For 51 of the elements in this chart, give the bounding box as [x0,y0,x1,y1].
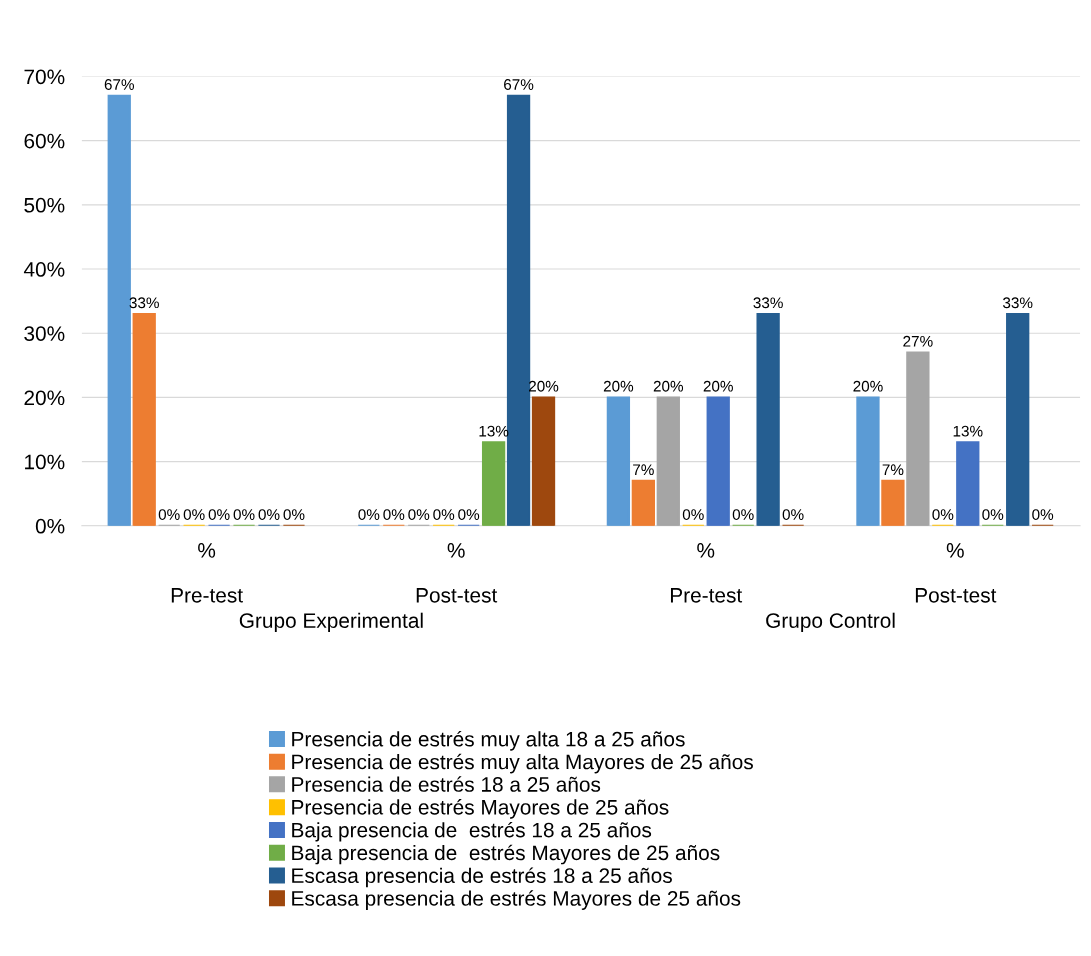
data-label: 0% [258,509,280,520]
category-label: % Post-test [915,543,997,603]
data-label: 0% [283,509,305,520]
data-label: 0% [158,509,180,520]
data-label: 0% [782,509,804,520]
category-label: % Pre-test [171,543,243,603]
legend-label: Presencia de estrés 18 a 25 años [292,776,601,792]
legend-label: Presencia de estrés muy alta Mayores de 25 años [292,753,753,774]
legend-label: Escasa presencia de estrés Mayores de 25 años [292,890,741,910]
data-label: 33% [753,297,783,309]
data-label: 0% [383,509,405,520]
data-label: 20% [653,380,684,392]
category-label: % Pre-test [670,543,743,603]
data-label: 20% [603,380,634,392]
text: Grupo Control [766,612,895,633]
y-tick-label: 10% [25,454,65,470]
data-label: 0% [932,509,954,520]
data-label: 0% [183,509,205,520]
data-label: 33% [1002,297,1033,309]
legend-label: Escasa presencia de estrés 18 a 25 años [292,867,672,888]
data-label: 7% [882,464,904,476]
data-label: 20% [703,380,733,392]
data-label: 20% [853,380,883,392]
data-label: 0% [433,509,455,520]
data-label: 0% [208,509,230,520]
data-label: 67% [104,79,135,90]
y-tick-label: 20% [24,390,65,406]
text: Grupo Experimental [239,612,423,633]
category-label: % Post-test [416,543,498,603]
data-label: 27% [903,335,933,347]
legend-label: Baja presencia de estrés 18 a 25 años [292,821,652,842]
data-label: 0% [233,509,255,520]
y-tick-label: 50% [24,197,65,213]
y-tick-label: 0% [35,518,65,534]
legend-label: Presencia de estrés Mayores de 25 años [292,799,669,819]
legend-label: Baja presencia de estrés Mayores de 25 años [292,844,720,865]
data-label: 13% [953,425,983,437]
data-label: 0% [358,509,380,520]
data-label: 0% [682,509,704,520]
y-tick-label: 60% [24,133,65,149]
y-tick-label: 70% [24,69,65,85]
data-label: 7% [633,464,654,476]
y-tick-label: 40% [23,262,65,277]
y-tick-label: 30% [24,326,65,341]
data-label: 67% [504,79,534,90]
data-label: 0% [982,509,1004,520]
data-label: 0% [1032,509,1054,520]
legend-label: Presencia de estrés muy alta 18 a 25 años [292,730,685,751]
data-label: 0% [732,509,754,520]
data-label: 0% [458,509,480,520]
data-label: 0% [408,509,430,520]
